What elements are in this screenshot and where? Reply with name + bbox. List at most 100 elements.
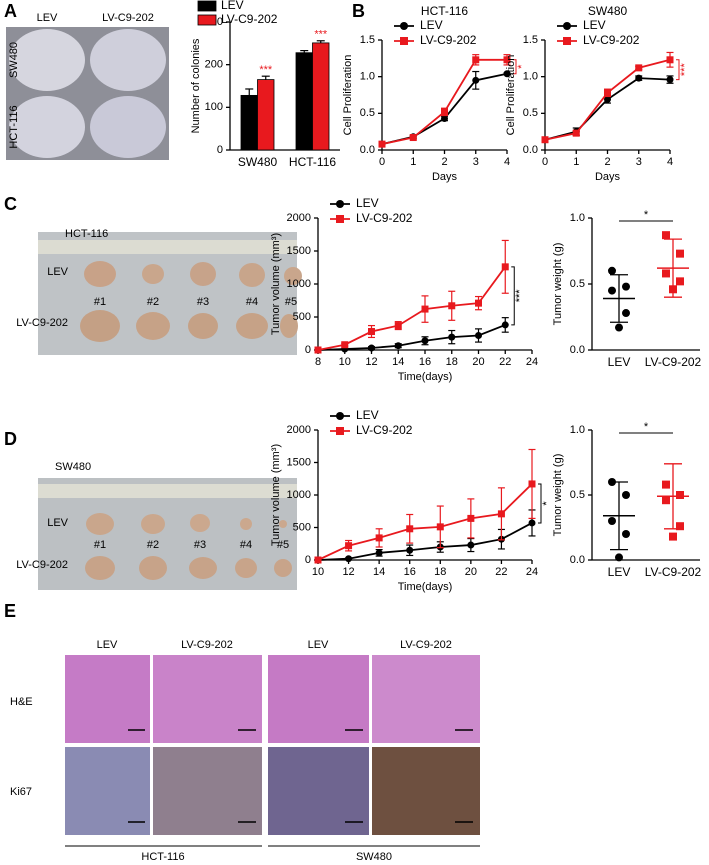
x-tick-label: SW480 [238, 155, 278, 169]
x-tick-label: 8 [315, 356, 321, 368]
sample-label: #4 [246, 296, 258, 308]
series-line [544, 77, 671, 141]
data-point [615, 553, 623, 562]
data-point [375, 534, 383, 542]
data-point [368, 344, 375, 352]
x-tick-label: 10 [312, 566, 324, 578]
legend-marker [336, 427, 344, 435]
x-axis-label: Days [595, 171, 621, 183]
x-tick-label: 3 [473, 156, 479, 168]
x-tick-label: 14 [392, 356, 404, 368]
photo-title: SW480 [55, 461, 91, 473]
photo-row-label: SW480 [8, 42, 20, 78]
data-point [572, 129, 580, 137]
sample-label: #4 [240, 539, 252, 551]
series-line [317, 266, 506, 351]
x-tick-label: 24 [526, 566, 538, 578]
row-label: Ki67 [10, 786, 32, 798]
x-tick-label: 18 [434, 566, 446, 578]
panel-label: D [4, 429, 17, 449]
y-axis-label: Tumor weight (g) [552, 454, 564, 537]
x-tick-label: HCT-116 [289, 155, 336, 169]
y-tick-label: 1500 [287, 456, 311, 468]
significance-bracket [676, 59, 680, 81]
legend-swatch [197, 0, 217, 12]
data-point [608, 266, 616, 275]
y-axis-label: Cell Proliferation [342, 55, 354, 136]
y-tick-label: 1.0 [570, 424, 585, 436]
data-point [676, 277, 684, 286]
data-point [475, 331, 482, 339]
y-tick-label: 1.0 [523, 71, 538, 83]
data-point [436, 523, 444, 531]
y-tick-label: 0.5 [360, 107, 375, 119]
y-tick-label: 500 [293, 311, 311, 323]
legend-label: LV-C9-202 [583, 33, 640, 47]
bar [257, 79, 275, 151]
data-point [676, 522, 684, 531]
data-point [622, 530, 630, 538]
data-point [503, 56, 511, 64]
bar [295, 52, 313, 151]
y-tick-label: 1.5 [360, 34, 375, 46]
chart-title: HCT-116 [421, 4, 468, 18]
data-point [409, 134, 417, 142]
data-point [475, 299, 482, 307]
x-tick-label: 4 [504, 156, 510, 168]
data-point [448, 333, 456, 341]
x-tick-label: 20 [465, 566, 477, 578]
data-point [528, 480, 536, 488]
significance-label: * [644, 421, 649, 433]
sample-label: #2 [147, 296, 159, 308]
data-point [467, 514, 475, 522]
series-line [317, 483, 533, 561]
y-axis-label: Tumor volume (mm³) [270, 233, 282, 335]
panel-label: A [4, 1, 17, 21]
y-tick-label: 0 [217, 144, 223, 156]
column-label: LV-C9-202 [400, 639, 452, 651]
bar [240, 94, 258, 151]
y-tick-label: 0.0 [570, 554, 585, 566]
data-point [472, 56, 480, 64]
x-tick-label: 10 [339, 356, 351, 368]
data-point [314, 346, 322, 354]
x-tick-label: 1 [410, 156, 416, 168]
series-line [381, 58, 507, 146]
data-point [666, 76, 674, 84]
x-tick-label: 12 [342, 566, 354, 578]
data-point [448, 302, 456, 310]
data-point [497, 510, 505, 518]
x-tick-label: 18 [446, 356, 458, 368]
data-point [676, 491, 684, 499]
bar [312, 42, 330, 151]
y-tick-label: 0.5 [570, 489, 585, 501]
photo-title: HCT-116 [65, 228, 108, 240]
legend-marker [563, 37, 571, 45]
data-point [662, 231, 670, 240]
y-tick-label: 1500 [287, 245, 311, 257]
y-tick-label: 2000 [287, 424, 311, 436]
y-tick-label: 0.0 [360, 144, 375, 156]
sample-label: #1 [94, 296, 106, 308]
sample-label: #1 [94, 539, 106, 551]
x-axis-label: Days [432, 171, 458, 183]
x-tick-label: LV-C9-202 [645, 565, 702, 579]
data-point [375, 549, 383, 557]
legend-label: LV-C9-202 [420, 33, 477, 47]
sample-label: #2 [147, 539, 159, 551]
legend-marker [563, 22, 571, 30]
data-point [345, 555, 353, 563]
data-point [467, 541, 475, 549]
legend-label: LV-C9-202 [356, 423, 413, 437]
photo-col-label: LEV [37, 12, 58, 24]
significance-bracket [513, 59, 517, 75]
sample-label: #3 [197, 296, 209, 308]
x-tick-label: 4 [667, 156, 673, 168]
sample-label: #5 [277, 539, 289, 551]
significance-label: * [541, 501, 553, 506]
data-point [608, 517, 616, 525]
y-tick-label: 1.0 [360, 71, 375, 83]
data-point [622, 491, 630, 499]
x-tick-label: 1 [573, 156, 579, 168]
photo-row-label: LV-C9-202 [16, 559, 68, 571]
